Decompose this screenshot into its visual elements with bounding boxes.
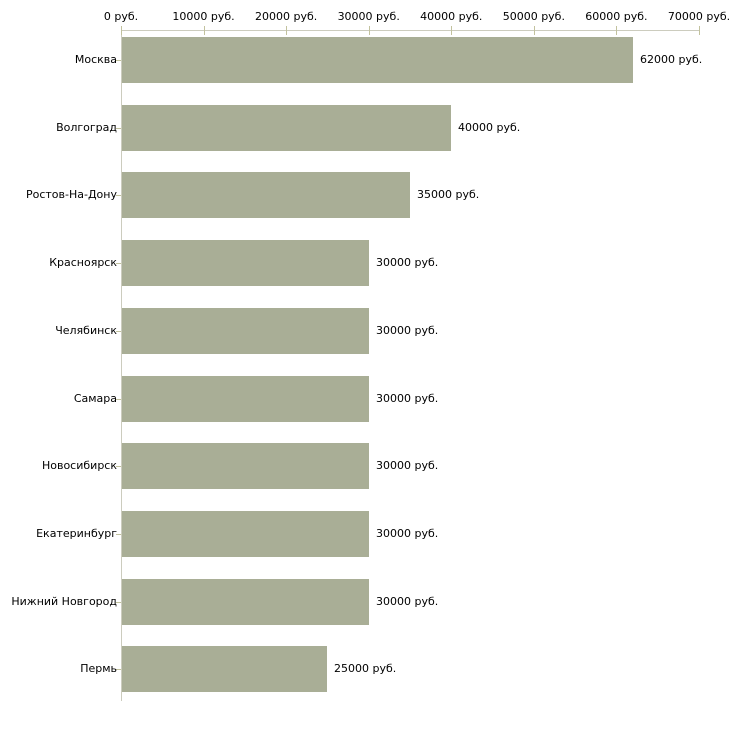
x-axis-tick	[286, 26, 288, 35]
category-label: Екатеринбург	[36, 527, 117, 540]
x-axis-tick-label: 10000 руб.	[172, 10, 235, 23]
x-axis-tick-label: 70000 руб.	[667, 10, 730, 23]
x-axis-tick	[533, 26, 535, 35]
category-label: Нижний Новгород	[11, 595, 117, 608]
bar	[122, 646, 327, 692]
x-axis-tick-label: 40000 руб.	[420, 10, 483, 23]
bar	[122, 308, 369, 354]
x-axis-tick-label: 50000 руб.	[502, 10, 565, 23]
bar	[122, 511, 369, 557]
bar	[122, 376, 369, 422]
category-label: Самара	[73, 392, 117, 405]
bar	[122, 105, 451, 151]
y-axis-tick	[116, 534, 121, 535]
value-label: 30000 руб.	[376, 324, 439, 337]
value-label: 30000 руб.	[376, 527, 439, 540]
value-label: 25000 руб.	[334, 662, 397, 675]
y-axis-line	[121, 30, 122, 701]
bar	[122, 579, 369, 625]
y-axis-tick	[116, 128, 121, 129]
y-axis-tick	[116, 263, 121, 264]
x-axis-tick-label: 20000 руб.	[255, 10, 318, 23]
category-label: Москва	[74, 53, 117, 66]
x-axis-tick	[699, 26, 700, 35]
bar	[122, 443, 369, 489]
y-axis-tick	[116, 60, 121, 61]
value-label: 30000 руб.	[376, 392, 439, 405]
x-axis-tick	[451, 26, 453, 35]
y-axis-tick	[116, 399, 121, 400]
x-axis-tick-label: 30000 руб.	[337, 10, 400, 23]
x-axis-tick	[368, 26, 370, 35]
x-axis-tick	[203, 26, 205, 35]
x-axis-tick-label: 0 руб.	[103, 10, 139, 23]
category-label: Новосибирск	[41, 459, 117, 472]
value-label: 35000 руб.	[417, 188, 480, 201]
category-label: Волгоград	[56, 121, 117, 134]
y-axis-tick	[116, 466, 121, 467]
value-label: 30000 руб.	[376, 595, 439, 608]
value-label: 30000 руб.	[376, 459, 439, 472]
value-label: 62000 руб.	[640, 53, 703, 66]
value-label: 30000 руб.	[376, 256, 439, 269]
category-label: Челябинск	[55, 324, 117, 337]
y-axis-tick	[116, 669, 121, 670]
x-axis-line	[121, 30, 700, 31]
bar	[122, 172, 410, 218]
y-axis-tick	[116, 195, 121, 196]
y-axis-tick	[116, 331, 121, 332]
x-axis-tick	[121, 26, 122, 35]
x-axis-tick	[616, 26, 618, 35]
category-label: Красноярск	[49, 256, 117, 269]
category-label: Ростов-На-Дону	[25, 188, 117, 201]
bar	[122, 240, 369, 286]
category-label: Пермь	[80, 662, 117, 675]
x-axis-tick-label: 60000 руб.	[585, 10, 648, 23]
bar	[122, 37, 633, 83]
value-label: 40000 руб.	[458, 121, 521, 134]
y-axis-tick	[116, 602, 121, 603]
